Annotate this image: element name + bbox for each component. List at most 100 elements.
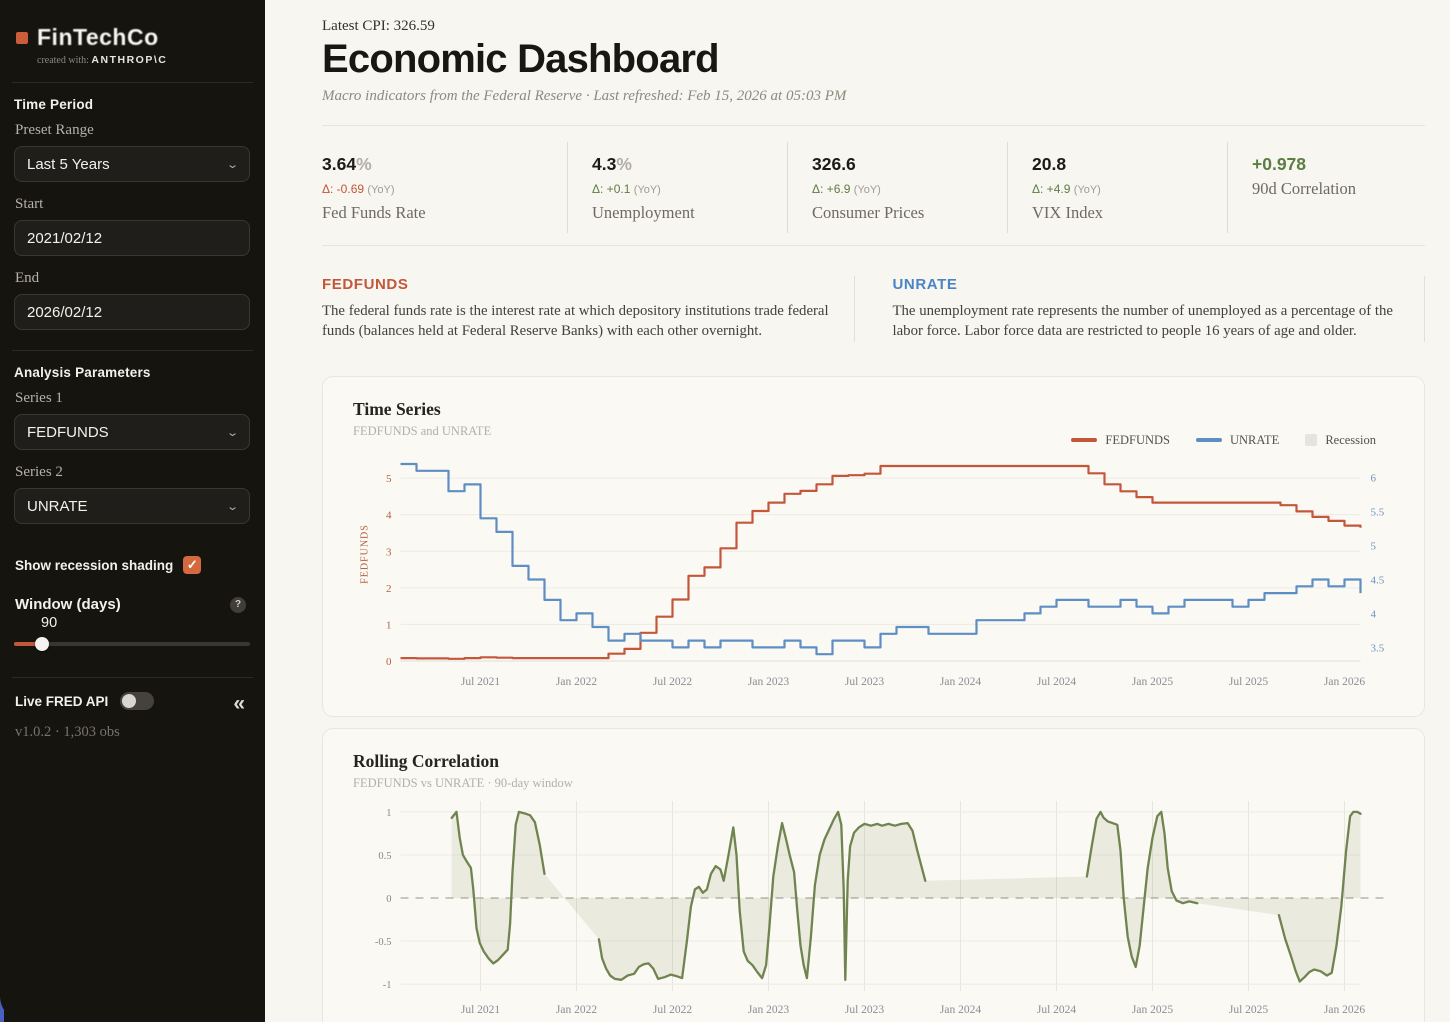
- x-axis-tick: Jan 2025: [1132, 1004, 1173, 1016]
- divider: [322, 245, 1425, 246]
- correlation-line: [597, 810, 927, 981]
- series-code: UNRATE: [892, 276, 958, 293]
- x-axis-tick: Jul 2024: [1037, 1004, 1077, 1016]
- y-axis-tick: 0.5: [378, 851, 391, 862]
- logo: FinTechCo: [16, 24, 250, 51]
- stat-delta: Δ: +0.1: [592, 182, 631, 196]
- stat-label: VIX Index: [1032, 203, 1104, 222]
- window-days-slider[interactable]: [14, 637, 250, 651]
- start-date-value: 2021/02/12: [27, 229, 103, 247]
- rolling-correlation-chart: Jul 2021 Jan 2022 Jul 2022 Jan 2023 Jul 2023…: [375, 800, 1389, 1016]
- unrate-description: UNRATE The unemployment rate represents …: [892, 276, 1425, 342]
- latest-cpi-text: Latest CPI: 326.59: [322, 18, 435, 34]
- sidebar-panel: FinTechCo created with: ANTHROP\C Time P…: [0, 0, 265, 1022]
- stat-label: Consumer Prices: [812, 203, 925, 222]
- stat-value: 4.3: [592, 154, 617, 174]
- stat-label: Unemployment: [592, 203, 695, 222]
- y-axis-tick: 1: [386, 808, 391, 819]
- time-series-title: Time Series: [353, 398, 441, 419]
- left-axis-tick: 4: [386, 509, 392, 521]
- legend-label: UNRATE: [1230, 432, 1280, 447]
- stat-delta-suffix: (YoY): [853, 184, 881, 196]
- time-series-chart: 0 1 2 3 4 5 3.5 4 4.5 5 5.5 6 Jul 2021 Jan 2022 Jul 20…: [360, 462, 1385, 688]
- stat-delta-suffix: (YoY): [1073, 184, 1101, 196]
- recession-swatch: [1305, 434, 1318, 447]
- series1-select[interactable]: FEDFUNDS ⌄: [14, 414, 250, 450]
- collapse-sidebar-button[interactable]: «: [233, 692, 245, 715]
- preset-range-select[interactable]: Last 5 Years ⌄: [14, 146, 250, 182]
- x-axis-tick: Jul 2025: [1229, 676, 1269, 688]
- slider-track: [14, 642, 250, 646]
- x-axis-tick: Jul 2022: [653, 676, 693, 688]
- left-axis-tick: 5: [386, 473, 392, 485]
- x-axis-tick: Jul 2024: [1037, 676, 1077, 688]
- created-with-brand: ANTHROP\C: [91, 54, 168, 66]
- right-axis-tick: 6: [1371, 472, 1377, 484]
- slider-fill: [14, 642, 42, 646]
- unrate-line: [400, 462, 1362, 655]
- page-title: Economic Dashboard: [322, 37, 720, 81]
- y-axis-tick: -0.5: [375, 937, 392, 948]
- rolling-correlation-subtitle: FEDFUNDS vs UNRATE · 90-day window: [353, 775, 573, 790]
- legend-item-fedfunds: FEDFUNDS: [1071, 433, 1170, 448]
- end-date-input[interactable]: 2026/02/12: [14, 294, 250, 330]
- unrate-line-swatch: [1196, 438, 1222, 443]
- slider-thumb[interactable]: [35, 637, 49, 651]
- preset-range-value: Last 5 Years: [27, 155, 110, 173]
- legend-label: Recession: [1325, 432, 1376, 447]
- x-axis-tick: Jan 2025: [1132, 676, 1173, 688]
- end-label: End: [15, 270, 40, 286]
- stat-fed-funds-rate: 3.64% Δ: -0.69 (YoY) Fed Funds Rate: [322, 142, 567, 233]
- correlation-line: [1085, 810, 1199, 968]
- page-subtitle: Macro indicators from the Federal Reserv…: [322, 88, 847, 104]
- start-label: Start: [15, 196, 44, 212]
- left-axis-tick: 1: [386, 619, 392, 631]
- stat-delta-suffix: (YoY): [633, 184, 661, 196]
- divider: [322, 125, 1425, 126]
- left-axis-tick: 2: [386, 582, 392, 594]
- x-axis-tick: Jul 2025: [1229, 1004, 1269, 1016]
- rolling-correlation-title: Rolling Correlation: [353, 750, 499, 771]
- stat-consumer-prices: 326.6 Δ: +6.9 (YoY) Consumer Prices: [787, 142, 1007, 233]
- x-axis-tick: Jul 2023: [845, 676, 885, 688]
- left-axis-label: FEDFUNDS: [360, 524, 371, 584]
- x-axis-tick: Jul 2021: [461, 1004, 501, 1016]
- series1-value: FEDFUNDS: [27, 423, 109, 441]
- help-icon[interactable]: ?: [230, 596, 246, 613]
- correlation-area-fill: [451, 811, 1361, 982]
- legend-label: FEDFUNDS: [1105, 432, 1170, 447]
- start-date-input[interactable]: 2021/02/12: [14, 220, 250, 256]
- time-series-card: Time Series FEDFUNDS and UNRATE FEDFUNDS…: [322, 375, 1425, 717]
- fedfunds-line: [400, 464, 1362, 660]
- divider: [12, 82, 253, 83]
- recession-shading-label: Show recession shading: [15, 557, 174, 573]
- main-content: Latest CPI: 326.59 Economic Dashboard Ma…: [265, 0, 1450, 1022]
- right-axis-tick: 5.5: [1371, 506, 1385, 518]
- fedfunds-description: FEDFUNDS The federal funds rate is the i…: [322, 276, 855, 342]
- x-axis-tick: Jan 2026: [1324, 1004, 1365, 1016]
- time-period-heading: Time Period: [14, 97, 94, 112]
- right-axis-tick: 3.5: [1371, 642, 1385, 654]
- right-axis-tick: 4: [1371, 608, 1377, 620]
- series-descriptions: FEDFUNDS The federal funds rate is the i…: [322, 276, 1425, 342]
- x-axis-tick: Jul 2022: [653, 1004, 693, 1016]
- live-fred-api-toggle[interactable]: [120, 692, 155, 710]
- recession-shading-checkbox[interactable]: ✓: [183, 556, 202, 574]
- x-axis-tick: Jan 2023: [748, 1004, 789, 1016]
- sidebar: FinTechCo created with: ANTHROP\C Time P…: [0, 0, 265, 1022]
- time-series-subtitle: FEDFUNDS and UNRATE: [353, 423, 492, 438]
- created-with-label: created with:: [37, 55, 89, 66]
- live-fred-api-label: Live FRED API: [15, 693, 109, 709]
- stat-90d-correlation: +0.978 90d Correlation: [1227, 142, 1425, 233]
- series2-select[interactable]: UNRATE ⌄: [14, 488, 250, 524]
- stat-vix-index: 20.8 Δ: +4.9 (YoY) VIX Index: [1007, 142, 1227, 233]
- divider: [12, 350, 253, 351]
- x-axis-tick: Jan 2022: [556, 1004, 597, 1016]
- chart-legend: FEDFUNDS UNRATE Recession: [1071, 433, 1376, 448]
- correlation-line: [1277, 810, 1362, 983]
- x-axis-tick: Jan 2024: [940, 1004, 981, 1016]
- legend-item-unrate: UNRATE: [1196, 433, 1279, 448]
- left-axis-tick: 0: [386, 656, 392, 668]
- chevron-down-icon: ⌄: [225, 500, 239, 513]
- x-axis-tick: Jan 2026: [1324, 676, 1365, 688]
